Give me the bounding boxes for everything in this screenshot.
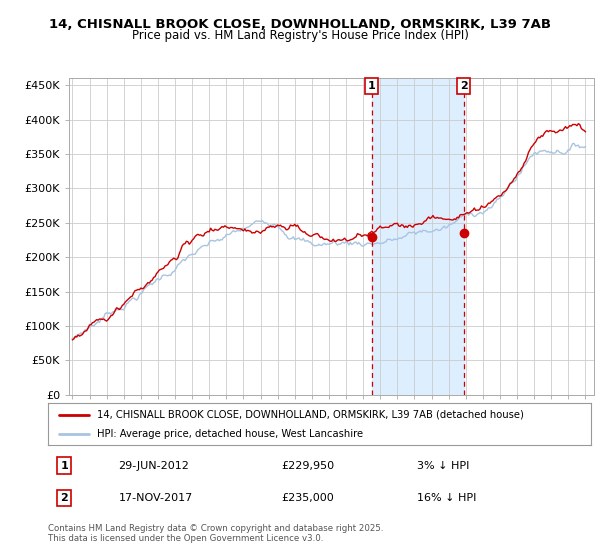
Text: 3% ↓ HPI: 3% ↓ HPI	[417, 460, 470, 470]
Text: 17-NOV-2017: 17-NOV-2017	[119, 493, 193, 503]
Text: 16% ↓ HPI: 16% ↓ HPI	[417, 493, 476, 503]
Text: HPI: Average price, detached house, West Lancashire: HPI: Average price, detached house, West…	[97, 430, 363, 439]
Text: 2: 2	[61, 493, 68, 503]
Text: Price paid vs. HM Land Registry's House Price Index (HPI): Price paid vs. HM Land Registry's House …	[131, 29, 469, 42]
Text: 29-JUN-2012: 29-JUN-2012	[119, 460, 190, 470]
Text: Contains HM Land Registry data © Crown copyright and database right 2025.
This d: Contains HM Land Registry data © Crown c…	[48, 524, 383, 543]
Text: 1: 1	[61, 460, 68, 470]
Text: £229,950: £229,950	[281, 460, 335, 470]
Text: 1: 1	[368, 81, 376, 91]
Text: £235,000: £235,000	[281, 493, 334, 503]
Bar	[371, 78, 464, 395]
Text: 2: 2	[460, 81, 467, 91]
Text: 14, CHISNALL BROOK CLOSE, DOWNHOLLAND, ORMSKIRK, L39 7AB (detached house): 14, CHISNALL BROOK CLOSE, DOWNHOLLAND, O…	[97, 410, 524, 420]
Text: 14, CHISNALL BROOK CLOSE, DOWNHOLLAND, ORMSKIRK, L39 7AB: 14, CHISNALL BROOK CLOSE, DOWNHOLLAND, O…	[49, 18, 551, 31]
